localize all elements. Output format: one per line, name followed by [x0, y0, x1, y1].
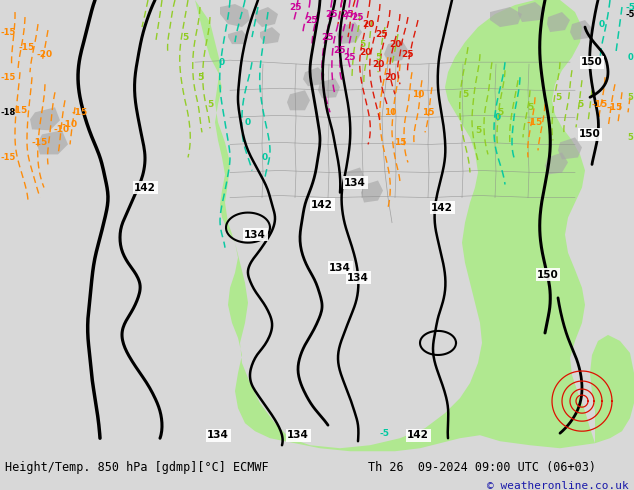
Text: -15: -15: [0, 153, 16, 162]
Text: -15: -15: [0, 27, 16, 37]
Polygon shape: [255, 7, 278, 27]
Text: 25: 25: [333, 46, 346, 55]
Text: 134: 134: [287, 430, 309, 440]
Text: 0: 0: [219, 58, 225, 67]
Polygon shape: [545, 152, 568, 174]
Text: -15: -15: [19, 43, 35, 51]
Text: 25: 25: [321, 33, 334, 42]
Polygon shape: [342, 168, 365, 190]
Text: 5: 5: [207, 100, 213, 109]
Text: 25: 25: [352, 13, 365, 22]
Text: 5: 5: [627, 133, 633, 142]
Text: -15: -15: [607, 103, 623, 112]
Text: 5: 5: [359, 40, 365, 49]
Polygon shape: [287, 90, 310, 110]
Text: 5: 5: [577, 100, 583, 109]
Text: 0: 0: [599, 20, 605, 28]
Text: 150: 150: [537, 270, 559, 280]
Polygon shape: [303, 67, 325, 86]
Text: 20: 20: [362, 20, 374, 28]
Polygon shape: [361, 180, 383, 202]
Text: 142: 142: [407, 430, 429, 440]
Text: 142: 142: [431, 202, 453, 213]
Text: 5: 5: [475, 126, 481, 135]
Polygon shape: [228, 30, 248, 44]
Text: -15: -15: [72, 108, 88, 117]
Text: 25: 25: [326, 9, 339, 19]
Text: 0: 0: [627, 52, 633, 62]
Polygon shape: [337, 22, 362, 44]
Text: 20: 20: [372, 60, 384, 69]
Text: 25: 25: [344, 52, 356, 62]
Text: 5: 5: [375, 52, 381, 62]
Text: 20: 20: [384, 73, 396, 82]
Text: -15: -15: [592, 100, 608, 109]
Text: 15: 15: [394, 138, 406, 147]
Text: -5: -5: [625, 9, 634, 19]
Text: -15: -15: [32, 138, 48, 147]
Text: 5: 5: [497, 108, 503, 117]
Text: 142: 142: [134, 182, 156, 193]
Text: -15: -15: [12, 106, 28, 115]
Text: 134: 134: [347, 273, 369, 283]
Text: 0: 0: [495, 113, 501, 122]
Text: Th 26  09-2024 09:00 UTC (06+03): Th 26 09-2024 09:00 UTC (06+03): [368, 462, 596, 474]
Polygon shape: [30, 107, 60, 130]
Text: 134: 134: [344, 177, 366, 188]
Text: -18: -18: [1, 108, 16, 117]
Text: 20: 20: [359, 48, 371, 57]
Text: 5: 5: [627, 93, 633, 102]
Text: 5: 5: [555, 93, 561, 102]
Polygon shape: [220, 4, 250, 27]
Text: 134: 134: [244, 230, 266, 240]
Text: 142: 142: [311, 199, 333, 210]
Text: 0: 0: [245, 118, 251, 127]
Text: -10: -10: [54, 125, 70, 134]
Polygon shape: [590, 335, 634, 443]
Text: 10: 10: [412, 90, 424, 99]
Text: 10: 10: [384, 108, 396, 117]
Text: 25: 25: [306, 16, 318, 24]
Polygon shape: [37, 130, 68, 154]
Polygon shape: [318, 78, 340, 98]
Text: 5: 5: [197, 73, 203, 82]
Polygon shape: [384, 40, 408, 62]
Polygon shape: [570, 20, 592, 40]
Text: © weatheronline.co.uk: © weatheronline.co.uk: [487, 481, 629, 490]
Text: Height/Temp. 850 hPa [gdmp][°C] ECMWF: Height/Temp. 850 hPa [gdmp][°C] ECMWF: [5, 462, 269, 474]
Text: 25: 25: [402, 49, 414, 59]
Text: 0: 0: [262, 153, 268, 162]
Text: 20: 20: [389, 40, 401, 49]
Text: -15: -15: [0, 73, 16, 82]
Text: 134: 134: [207, 430, 229, 440]
Text: -20: -20: [37, 49, 53, 59]
Text: 25: 25: [288, 2, 301, 12]
Text: -5: -5: [625, 2, 634, 12]
Text: -10: -10: [62, 120, 78, 129]
Polygon shape: [260, 27, 280, 44]
Polygon shape: [547, 12, 570, 32]
Text: -5: -5: [380, 429, 390, 438]
Text: 150: 150: [581, 57, 603, 67]
Text: 15: 15: [422, 108, 434, 117]
Text: 5: 5: [527, 103, 533, 112]
Text: -15: -15: [527, 118, 543, 127]
Polygon shape: [518, 2, 545, 22]
Text: 134: 134: [329, 263, 351, 273]
Text: 150: 150: [579, 129, 601, 139]
Text: 25: 25: [376, 29, 388, 39]
Text: 25: 25: [342, 9, 354, 19]
Polygon shape: [490, 7, 522, 27]
Text: 5: 5: [182, 33, 188, 42]
Polygon shape: [558, 137, 582, 159]
Text: 5: 5: [462, 90, 468, 99]
Polygon shape: [195, 0, 595, 451]
